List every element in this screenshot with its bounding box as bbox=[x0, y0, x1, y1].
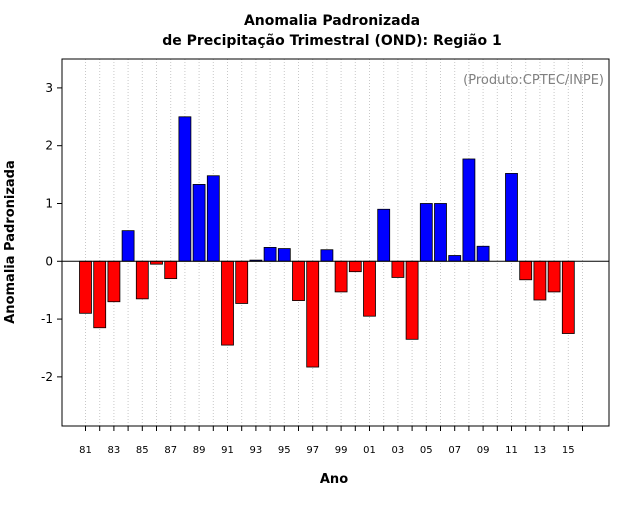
x-axis-label: Ano bbox=[320, 472, 348, 487]
x-tick-label-15: 15 bbox=[562, 445, 575, 456]
bar-2002 bbox=[377, 208, 391, 262]
bar-2011 bbox=[505, 173, 518, 262]
bar-1994 bbox=[263, 247, 277, 262]
bar-1987 bbox=[164, 260, 178, 280]
x-tick-label-81: 81 bbox=[79, 445, 92, 456]
bar-2001 bbox=[363, 260, 376, 317]
x-tick-label-85: 85 bbox=[136, 445, 149, 456]
x-tick-label-95: 95 bbox=[278, 445, 291, 456]
x-tick-label-03: 03 bbox=[392, 445, 405, 456]
bar-1983 bbox=[107, 260, 121, 303]
source-annotation: (Produto:CPTEC/INPE) bbox=[463, 73, 604, 88]
x-tick-label-91: 91 bbox=[221, 445, 234, 456]
bar-2007 bbox=[448, 255, 462, 262]
bar-1991 bbox=[221, 260, 234, 346]
chart-title: Anomalia Padronizada bbox=[244, 13, 420, 29]
x-tick-label-83: 83 bbox=[108, 445, 121, 456]
x-tick-label-09: 09 bbox=[477, 445, 490, 456]
bar-1995 bbox=[277, 248, 291, 262]
bar-2003 bbox=[391, 260, 405, 278]
bar-1982 bbox=[93, 260, 107, 329]
bar-2000 bbox=[348, 260, 362, 273]
x-tick-label-05: 05 bbox=[420, 445, 433, 456]
x-tick-label-87: 87 bbox=[164, 445, 177, 456]
x-tick-label-13: 13 bbox=[534, 445, 547, 456]
bar-1999 bbox=[334, 260, 348, 293]
bar-2009 bbox=[476, 245, 490, 262]
bar-2005 bbox=[419, 203, 433, 262]
bar-1981 bbox=[79, 260, 92, 314]
chart-subtitle: de Precipitação Trimestral (OND): Região… bbox=[162, 33, 501, 49]
bar-1990 bbox=[206, 175, 220, 262]
bar-1988 bbox=[178, 116, 192, 262]
x-tick-label-89: 89 bbox=[193, 445, 206, 456]
bar-1996 bbox=[292, 260, 305, 301]
x-tick-label-97: 97 bbox=[306, 445, 319, 456]
plot-frame bbox=[61, 58, 610, 427]
bar-2006 bbox=[434, 203, 447, 262]
bar-2014 bbox=[547, 260, 561, 293]
bar-1998 bbox=[320, 249, 334, 262]
bar-1992 bbox=[235, 260, 249, 304]
bar-2013 bbox=[533, 260, 547, 301]
bar-2012 bbox=[519, 260, 533, 281]
y-tick-label-2: 2 bbox=[45, 139, 53, 153]
x-tick-label-01: 01 bbox=[363, 445, 376, 456]
bar-2015 bbox=[561, 260, 575, 334]
x-tick-label-07: 07 bbox=[448, 445, 461, 456]
bar-2004 bbox=[405, 260, 419, 340]
x-tick-label-93: 93 bbox=[250, 445, 263, 456]
bar-layer bbox=[79, 116, 575, 368]
y-axis-label: Anomalia Padronizada bbox=[3, 160, 18, 324]
y-tick-label-1: 1 bbox=[45, 196, 53, 210]
y-tick-label-3: 3 bbox=[45, 81, 53, 95]
y-tick-label--1: -1 bbox=[41, 312, 53, 326]
y-tick-label--2: -2 bbox=[41, 370, 53, 384]
x-tick-label-11: 11 bbox=[505, 445, 518, 456]
y-tick-label-0: 0 bbox=[45, 254, 53, 268]
bar-1989 bbox=[192, 184, 206, 262]
bar-1997 bbox=[306, 260, 320, 368]
bar-1985 bbox=[135, 260, 149, 300]
x-tick-label-99: 99 bbox=[335, 445, 348, 456]
bar-2008 bbox=[462, 158, 476, 262]
bar-1984 bbox=[121, 230, 135, 262]
